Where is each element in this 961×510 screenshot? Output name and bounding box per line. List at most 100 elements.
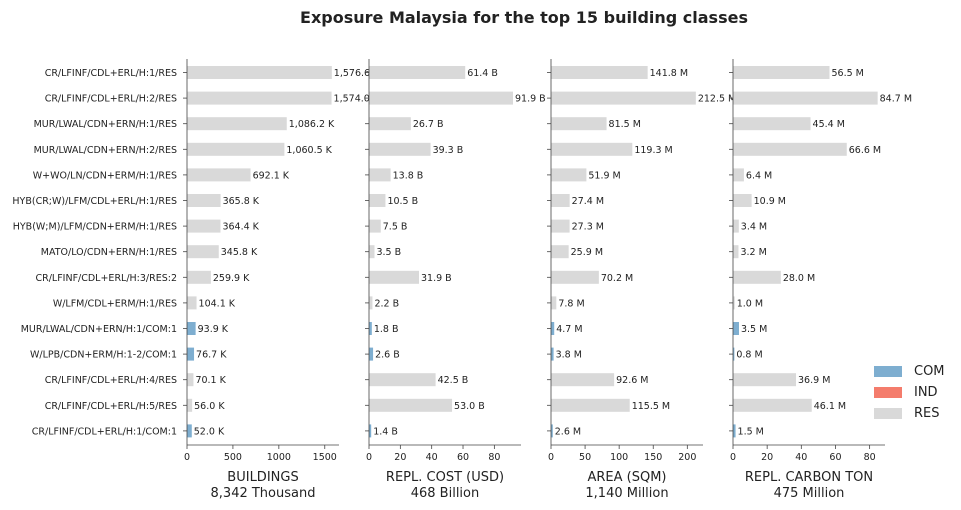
data-label: 53.0 B bbox=[454, 401, 485, 412]
bar bbox=[187, 142, 285, 156]
data-label: 1.5 M bbox=[738, 426, 764, 437]
bar bbox=[733, 245, 739, 259]
data-label: 365.8 K bbox=[223, 196, 260, 207]
x-tick-label: 80 bbox=[864, 452, 876, 463]
data-label: 212.5 M bbox=[698, 94, 736, 105]
data-label: 1,086.2 K bbox=[289, 119, 335, 130]
x-tick-label: 60 bbox=[457, 452, 469, 463]
bar bbox=[369, 66, 466, 79]
bar bbox=[187, 91, 332, 105]
data-label: 42.5 B bbox=[438, 375, 469, 386]
bar bbox=[369, 296, 373, 310]
data-label: 1,576.6 bbox=[334, 68, 370, 79]
category-label: CR/LFINF/CDL+ERL/H:3/RES:2 bbox=[35, 273, 177, 284]
panel-area-sqm: 141.8 M 212.5 M 81.5 M 119.3 M 51.9 M 27.4 M 2… bbox=[547, 59, 736, 501]
data-label: 364.4 K bbox=[222, 222, 259, 233]
bar bbox=[187, 219, 221, 233]
bar bbox=[369, 194, 386, 207]
x-tick-label: 500 bbox=[224, 452, 242, 463]
bar bbox=[733, 373, 797, 387]
bar bbox=[187, 424, 192, 438]
legend-item-res: RES bbox=[874, 403, 945, 424]
bar bbox=[187, 194, 221, 207]
bar bbox=[551, 168, 587, 182]
data-label: 27.4 M bbox=[572, 196, 604, 207]
data-label: 1.4 B bbox=[373, 426, 398, 437]
x-tick-label: 40 bbox=[426, 452, 438, 463]
x-tick-label: 80 bbox=[488, 452, 500, 463]
x-axis-label: REPL. COST (USD) bbox=[386, 470, 504, 485]
data-label: 31.9 B bbox=[421, 273, 452, 284]
panel-repl-cost-usd: 61.4 B 91.9 B 26.7 B 39.3 B 13.8 B 10.5 B 7.5 … bbox=[365, 59, 546, 501]
data-label: 2.2 B bbox=[374, 298, 399, 309]
data-label: 692.1 K bbox=[253, 170, 290, 181]
bar bbox=[551, 424, 553, 438]
bar bbox=[187, 66, 332, 79]
bar bbox=[369, 219, 381, 233]
legend-label-ind: IND bbox=[914, 385, 938, 400]
bar bbox=[551, 245, 569, 259]
data-label: 56.0 K bbox=[194, 401, 225, 412]
legend: COM IND RES bbox=[874, 361, 945, 424]
x-axis-label: REPL. CARBON TON bbox=[745, 470, 873, 485]
bar bbox=[551, 142, 633, 156]
legend-label-res: RES bbox=[914, 406, 940, 421]
total-label: 8,342 Thousand bbox=[211, 486, 316, 501]
data-label: 1,574.0 bbox=[334, 94, 370, 105]
legend-item-ind: IND bbox=[874, 382, 945, 403]
x-tick-label: 0 bbox=[184, 452, 190, 463]
x-tick-label: 60 bbox=[829, 452, 841, 463]
data-label: 3.2 M bbox=[740, 247, 766, 258]
bar bbox=[369, 142, 431, 156]
bar bbox=[369, 347, 374, 361]
data-label: 27.3 M bbox=[572, 222, 604, 233]
bar bbox=[187, 245, 219, 259]
data-label: 2.6 B bbox=[375, 350, 400, 361]
data-label: 56.5 M bbox=[831, 68, 863, 79]
data-label: 52.0 K bbox=[194, 426, 225, 437]
legend-swatch-com bbox=[874, 366, 902, 377]
data-label: 3.4 M bbox=[741, 222, 767, 233]
bar bbox=[733, 398, 812, 412]
x-axis-label: AREA (SQM) bbox=[587, 470, 666, 485]
data-label: 1.0 M bbox=[737, 298, 763, 309]
data-label: 66.6 M bbox=[849, 145, 881, 156]
bar bbox=[733, 322, 739, 335]
data-label: 25.9 M bbox=[571, 247, 603, 258]
category-label: HYB(CR;W)/LFM/CDL+ERL/H:1/RES bbox=[12, 196, 177, 207]
category-label: CR/LFINF/CDL+ERL/H:5/RES bbox=[45, 401, 177, 412]
bar bbox=[733, 142, 847, 156]
data-label: 51.9 M bbox=[588, 170, 620, 181]
data-label: 36.9 M bbox=[798, 375, 830, 386]
bar bbox=[551, 219, 570, 233]
bar bbox=[733, 194, 752, 207]
category-label: CR/LFINF/CDL+ERL/H:1/RES bbox=[45, 68, 177, 79]
bar bbox=[187, 168, 251, 182]
data-label: 93.9 K bbox=[198, 324, 229, 335]
data-label: 115.5 M bbox=[632, 401, 670, 412]
bar bbox=[369, 91, 514, 105]
data-label: 76.7 K bbox=[196, 350, 227, 361]
panel-buildings: 1,576.6 1,574.0 1,086.2 K 1,060.5 K 692.1 K 3… bbox=[183, 59, 370, 501]
data-label: 1.8 B bbox=[374, 324, 399, 335]
bar bbox=[733, 168, 744, 182]
category-label: MUR/LWAL/CDN+ERN/H:2/RES bbox=[34, 145, 177, 156]
data-label: 92.6 M bbox=[616, 375, 648, 386]
x-tick-label: 20 bbox=[394, 452, 406, 463]
total-label: 475 Million bbox=[774, 486, 845, 501]
category-label: MATO/LO/CDN+ERN/H:1/RES bbox=[41, 247, 177, 258]
legend-label-com: COM bbox=[914, 364, 945, 379]
x-tick-label: 0 bbox=[730, 452, 736, 463]
bar bbox=[187, 270, 211, 284]
data-label: 7.8 M bbox=[558, 298, 584, 309]
bar bbox=[733, 66, 830, 79]
category-label: MUR/LWAL/CDN+ERN/H:1/COM:1 bbox=[21, 324, 177, 335]
data-label: 3.8 M bbox=[556, 350, 582, 361]
bar bbox=[369, 117, 411, 131]
data-label: 3.5 M bbox=[741, 324, 767, 335]
x-tick-label: 0 bbox=[548, 452, 554, 463]
bar bbox=[551, 66, 648, 79]
bar bbox=[369, 373, 436, 387]
data-label: 1,060.5 K bbox=[286, 145, 332, 156]
